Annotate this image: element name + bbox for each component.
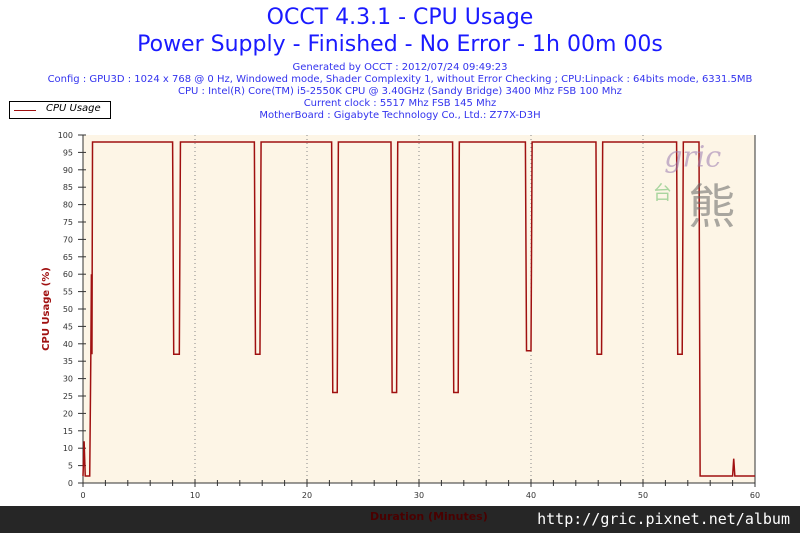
- y-tick-label: 25: [63, 392, 73, 401]
- y-tick-label: 10: [63, 444, 73, 453]
- legend-swatch: [14, 110, 36, 111]
- y-tick-label: 55: [63, 288, 73, 297]
- info-clock: Current clock : 5517 Mhz FSB 145 Mhz: [303, 98, 497, 109]
- x-axis-label: Duration (Minutes): [370, 510, 488, 523]
- plot-area: [83, 135, 755, 483]
- x-tick-label: 60: [750, 491, 760, 500]
- y-tick-label: 75: [63, 218, 73, 227]
- y-tick-label: 80: [63, 201, 73, 210]
- watermark-logo: gric 台 熊: [653, 141, 736, 235]
- y-tick-label: 100: [58, 131, 73, 140]
- svg-text:gric: gric: [664, 141, 721, 174]
- y-tick-label: 20: [63, 409, 73, 418]
- info-generated: Generated by OCCT : 2012/07/24 09:49:23: [292, 62, 508, 73]
- y-tick-label: 90: [63, 166, 73, 175]
- svg-text:台: 台: [653, 182, 672, 204]
- x-tick-label: 40: [526, 491, 536, 500]
- chart: 0 10 20 30 40 50 60 0 5 10 15 20 25 30 35 40 45 50 55 60 65 7…: [41, 131, 760, 500]
- x-tick-label: 20: [302, 491, 312, 500]
- y-tick-label: 60: [63, 270, 73, 279]
- legend-label: CPU Usage: [46, 103, 101, 114]
- y-tick-label: 95: [63, 148, 73, 157]
- y-tick-label: 30: [63, 375, 73, 384]
- x-tick-label: 50: [638, 491, 648, 500]
- chart-subtitle: Power Supply - Finished - No Error - 1h …: [137, 32, 663, 57]
- y-tick-label: 45: [63, 322, 73, 331]
- y-tick-label: 40: [63, 340, 73, 349]
- info-cpu: CPU : Intel(R) Core(TM) i5-2550K CPU @ 3…: [178, 86, 622, 97]
- y-tick-label: 0: [68, 479, 73, 488]
- y-tick-label: 50: [63, 305, 73, 314]
- legend: CPU Usage: [9, 101, 111, 119]
- y-tick-label: 5: [68, 462, 73, 471]
- chart-title: OCCT 4.3.1 - CPU Usage: [266, 5, 534, 30]
- y-tick-label: 15: [63, 427, 73, 436]
- x-tick-label: 0: [80, 491, 85, 500]
- y-axis-label: CPU Usage (%): [41, 267, 52, 351]
- y-tick-label: 70: [63, 235, 73, 244]
- info-config: Config : GPU3D : 1024 x 768 @ 0 Hz, Wind…: [47, 74, 753, 85]
- y-tick-label: 85: [63, 183, 73, 192]
- series-line-cpu-usage: [82, 141, 755, 477]
- x-tick-label: 30: [414, 491, 424, 500]
- x-tick-label: 10: [190, 491, 200, 500]
- svg-text:熊: 熊: [688, 181, 736, 235]
- info-motherboard: MotherBoard : Gigabyte Technology Co., L…: [259, 110, 541, 121]
- y-tick-label: 65: [63, 253, 73, 262]
- y-tick-label: 35: [63, 357, 73, 366]
- footer-bar: Duration (Minutes) http://gric.pixnet.ne…: [0, 506, 800, 533]
- footer-url: http://gric.pixnet.net/album: [537, 510, 790, 528]
